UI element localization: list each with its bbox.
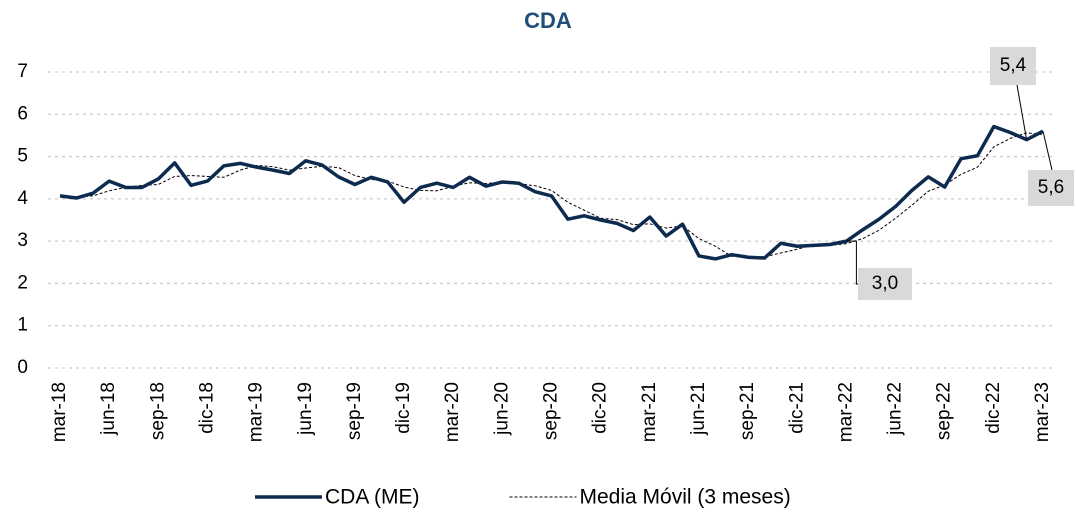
y-tick-label: 4	[17, 188, 28, 209]
data-label: 5,6	[1038, 177, 1064, 198]
x-tick-label: sep-20	[541, 382, 562, 440]
series-line	[59, 132, 1044, 258]
y-tick-label: 6	[17, 103, 28, 124]
legend-label: Media Móvil (3 meses)	[580, 486, 791, 509]
y-tick-label: 2	[17, 272, 28, 293]
data-label: 3,0	[872, 273, 898, 294]
series-line	[59, 124, 1044, 261]
x-tick-label: dic-22	[983, 382, 1004, 434]
callout-leader	[1042, 131, 1053, 171]
data-label-box	[858, 268, 912, 300]
x-tick-label: jun-21	[688, 382, 709, 436]
x-tick-label: mar-22	[835, 382, 856, 442]
x-tick-label: dic-18	[196, 382, 217, 434]
x-tick-label: sep-18	[147, 382, 168, 440]
x-tick-label: dic-21	[786, 382, 807, 434]
x-tick-label: jun-20	[491, 382, 512, 436]
y-tick-label: 0	[17, 357, 28, 378]
x-tick-label: sep-19	[344, 382, 365, 440]
x-tick-label: mar-23	[1032, 382, 1053, 442]
y-tick-label: 7	[17, 61, 28, 82]
legend-label: CDA (ME)	[325, 486, 420, 509]
data-label: 5,4	[1000, 55, 1027, 76]
x-tick-label: jun-22	[885, 382, 906, 436]
data-label-box	[990, 47, 1036, 85]
x-tick-label: dic-20	[590, 382, 611, 434]
x-tick-label: jun-18	[98, 382, 119, 436]
y-tick-label: 3	[17, 230, 28, 251]
x-tick-label: jun-19	[295, 382, 316, 436]
x-tick-label: dic-19	[393, 382, 414, 434]
x-tick-label: sep-21	[737, 382, 758, 440]
x-tick-label: mar-18	[49, 382, 70, 442]
data-label-box	[1028, 170, 1074, 206]
x-tick-label: sep-22	[934, 382, 955, 440]
x-tick-label: mar-20	[442, 382, 463, 442]
y-tick-label: 5	[17, 146, 28, 167]
callout-leader	[1016, 84, 1028, 140]
y-tick-label: 1	[17, 315, 28, 336]
x-tick-label: mar-21	[639, 382, 660, 442]
x-tick-label: mar-19	[246, 382, 267, 442]
chart-title: CDA	[524, 8, 572, 33]
callout-leader	[846, 240, 858, 285]
